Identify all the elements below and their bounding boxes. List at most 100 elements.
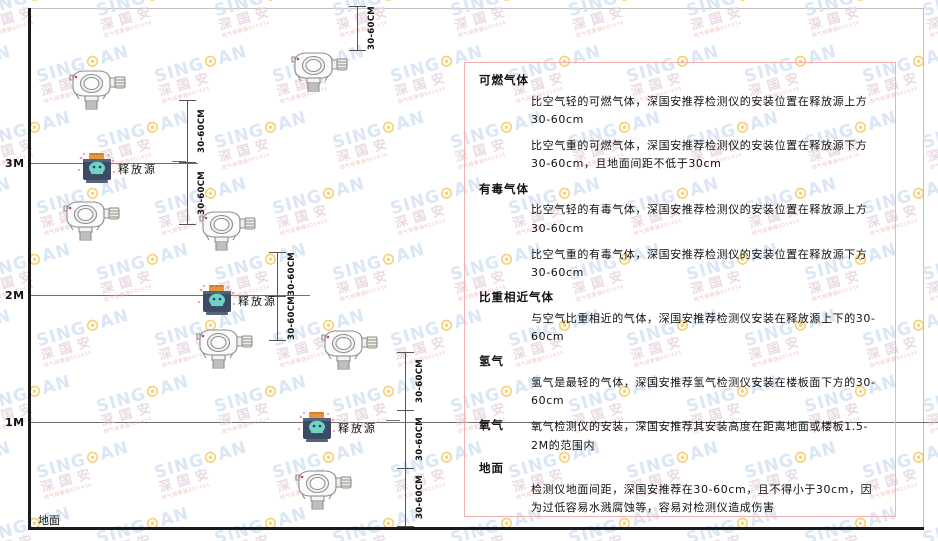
leader-line-0 [172,161,186,162]
level-line-1m [28,422,938,423]
watermark-brand: SING⊙AN [0,41,14,69]
info-panel: 可燃气体 比空气轻的可燃气体，深国安推荐检测仪的安装位置在释放源上方30-60cm… [464,62,896,517]
info-section-paragraph: 比空气重的可燃气体，深国安推荐检测仪的安装位置在释放源下方30-60cm，且地面… [531,139,868,171]
info-section-paragraph: 氢气是最轻的气体，深国安推荐氢气检测仪安装在楼板面下方的30-60cm [531,376,876,408]
dimension-label: 30-60CM [197,109,207,153]
info-section-paragraph: 比空气轻的可燃气体，深国安推荐检测仪的安装位置在释放源上方30-60cm [531,94,868,127]
watermark-sub: 燃气报警器601434 [0,74,19,105]
watermark-sub: 燃气报警器601434 [0,536,79,541]
watermark-brand-cn: 深国安 [0,60,17,101]
info-section-paragraph: 与空气比重相近的气体，深国安推荐检测仪安装在释放源上下的30-60cm [531,311,876,344]
release-source-label: 释放源 [238,295,277,308]
info-section: 可燃气体 比空气轻的可燃气体，深国安推荐检测仪的安装位置在释放源上方30-60cm… [479,73,883,174]
watermark-sub: 燃气报警器601434 [929,283,938,304]
watermark-sub: 燃气报警器601434 [929,19,938,40]
leader-line-2 [386,420,400,421]
ground-label: 地面 [38,514,60,527]
dimension-label: 30-60CM [367,6,377,50]
release-source-icon [297,411,336,443]
watermark-brand-cn: 深国安 [925,135,938,166]
watermark-sub: 燃气报警器601434 [0,470,19,501]
gas-detector-icon [196,207,258,251]
dimension-label: 30-60CM [287,296,297,340]
dimension-line [405,352,406,526]
info-section-paragraph: 氧气检测仪的安装，深国安推荐其安装高度在距离地面或楼板1.5-2M的范围内 [531,420,869,452]
watermark-sub: 燃气报警器601434 [0,206,19,237]
dimension-tick [397,352,414,353]
dimension-tick [397,410,414,411]
level-line-3m [28,163,198,164]
release-source-icon [77,152,116,184]
info-section-title: 比重相近气体 [479,290,554,304]
watermark-brand: SING⊙AN [0,173,14,201]
watermark-sub: 燃气报警器601434 [340,536,433,541]
release-source-label: 释放源 [338,422,377,435]
dimension-tick [269,296,286,297]
watermark-sub: 燃气报警器601434 [0,338,19,369]
gas-detector-icon [288,48,350,92]
dimension-line [357,6,358,50]
gas-detector-icon [292,466,354,510]
release-source-label: 释放源 [118,163,157,176]
watermark-sub: 燃气报警器601434 [694,536,787,541]
dimension-tick [179,224,196,225]
watermark-sub: 燃气报警器601434 [222,536,315,541]
dimension-tick [179,162,196,163]
dimension-tick [349,6,366,7]
level-line-2m [28,295,310,296]
watermark-sub: 燃气报警器601434 [929,151,938,172]
dimension-tick [397,468,414,469]
dimension-tick [269,340,286,341]
info-section: 地面 检测仪地面间距，深国安推荐在30-60cm，且不得小于30cm，因为过低容易… [479,461,883,517]
watermark-sub: 燃气报警器601434 [104,536,197,541]
dimension-label: 30-60CM [287,252,297,296]
watermark-brand-cn: 深国安 [925,3,938,34]
info-section-paragraph: 比空气重的有毒气体，深国安推荐检测仪的安装位置在释放源下方30-60cm [531,247,868,279]
dimension-tick [269,252,286,253]
dimension-stack-2: 30-60CM 30-60CM [268,252,330,341]
gas-detector-icon [193,325,255,369]
horizontal-axis-ground [28,527,924,530]
dimension-label: 30-60CM [415,359,425,403]
watermark-brand-cn: 深国安 [0,192,17,233]
watermark-brand-cn: 深国安 [0,456,17,497]
watermark-brand-cn: 深国安 [925,267,938,298]
watermark-brand-cn: 深国安 [925,522,938,541]
info-section-title: 氧气 [479,418,504,433]
watermark-brand: SING⊙AN [0,437,14,465]
info-section-paragraph: 比空气轻的有毒气体，深国安推荐检测仪的安装位置在释放源上方30-60cm [531,203,868,235]
dimension-tick [179,100,196,101]
vertical-axis [28,8,31,529]
dimension-tick [397,526,414,527]
gas-detector-icon [60,197,122,241]
axis-label-3m: 3M [5,157,25,170]
watermark-brand: SING⊙AN [0,305,14,333]
dimension-stack-3: 30-60CM 30-60CM 30-60CM [396,352,458,527]
dimension-stack-1: 30-60CM 30-60CM [178,100,240,225]
dimension-tick [349,50,366,51]
release-source-icon [197,284,236,316]
watermark-sub: 燃气报警器601434 [458,536,551,541]
gas-detector-icon [318,326,380,370]
watermark-sub: 燃气报警器601434 [929,415,938,436]
dimension-label: 30-60CM [415,475,425,519]
axis-label-2m: 2M [5,289,25,302]
watermark-sub: 燃气报警器601434 [930,536,938,541]
info-section-title: 有毒气体 [479,181,529,196]
info-panel-body: 可燃气体 比空气轻的可燃气体，深国安推荐检测仪的安装位置在释放源上方30-60cm… [479,73,883,517]
info-section-title: 可燃气体 [479,73,529,87]
info-section-title: 地面 [479,460,504,475]
dimension-label: 30-60CM [415,417,425,461]
info-section-title: 氢气 [479,354,504,369]
info-section: 比重相近气体与空气比重相近的气体，深国安推荐检测仪安装在释放源上下的30-60c… [479,290,883,346]
watermark-sub: 燃气报警器601434 [576,536,669,541]
gas-detector-icon [66,66,128,110]
info-section: 氧气 氧气检测仪的安装，深国安推荐其安装高度在距离地面或楼板1.5-2M的范围内 [479,418,883,454]
info-section: 氢气氢气是最轻的气体，深国安推荐氢气检测仪安装在楼板面下方的30-60cm [479,354,883,410]
info-section: 有毒气体 比空气轻的有毒气体，深国安推荐检测仪的安装位置在释放源上方30-60cm… [479,182,883,283]
